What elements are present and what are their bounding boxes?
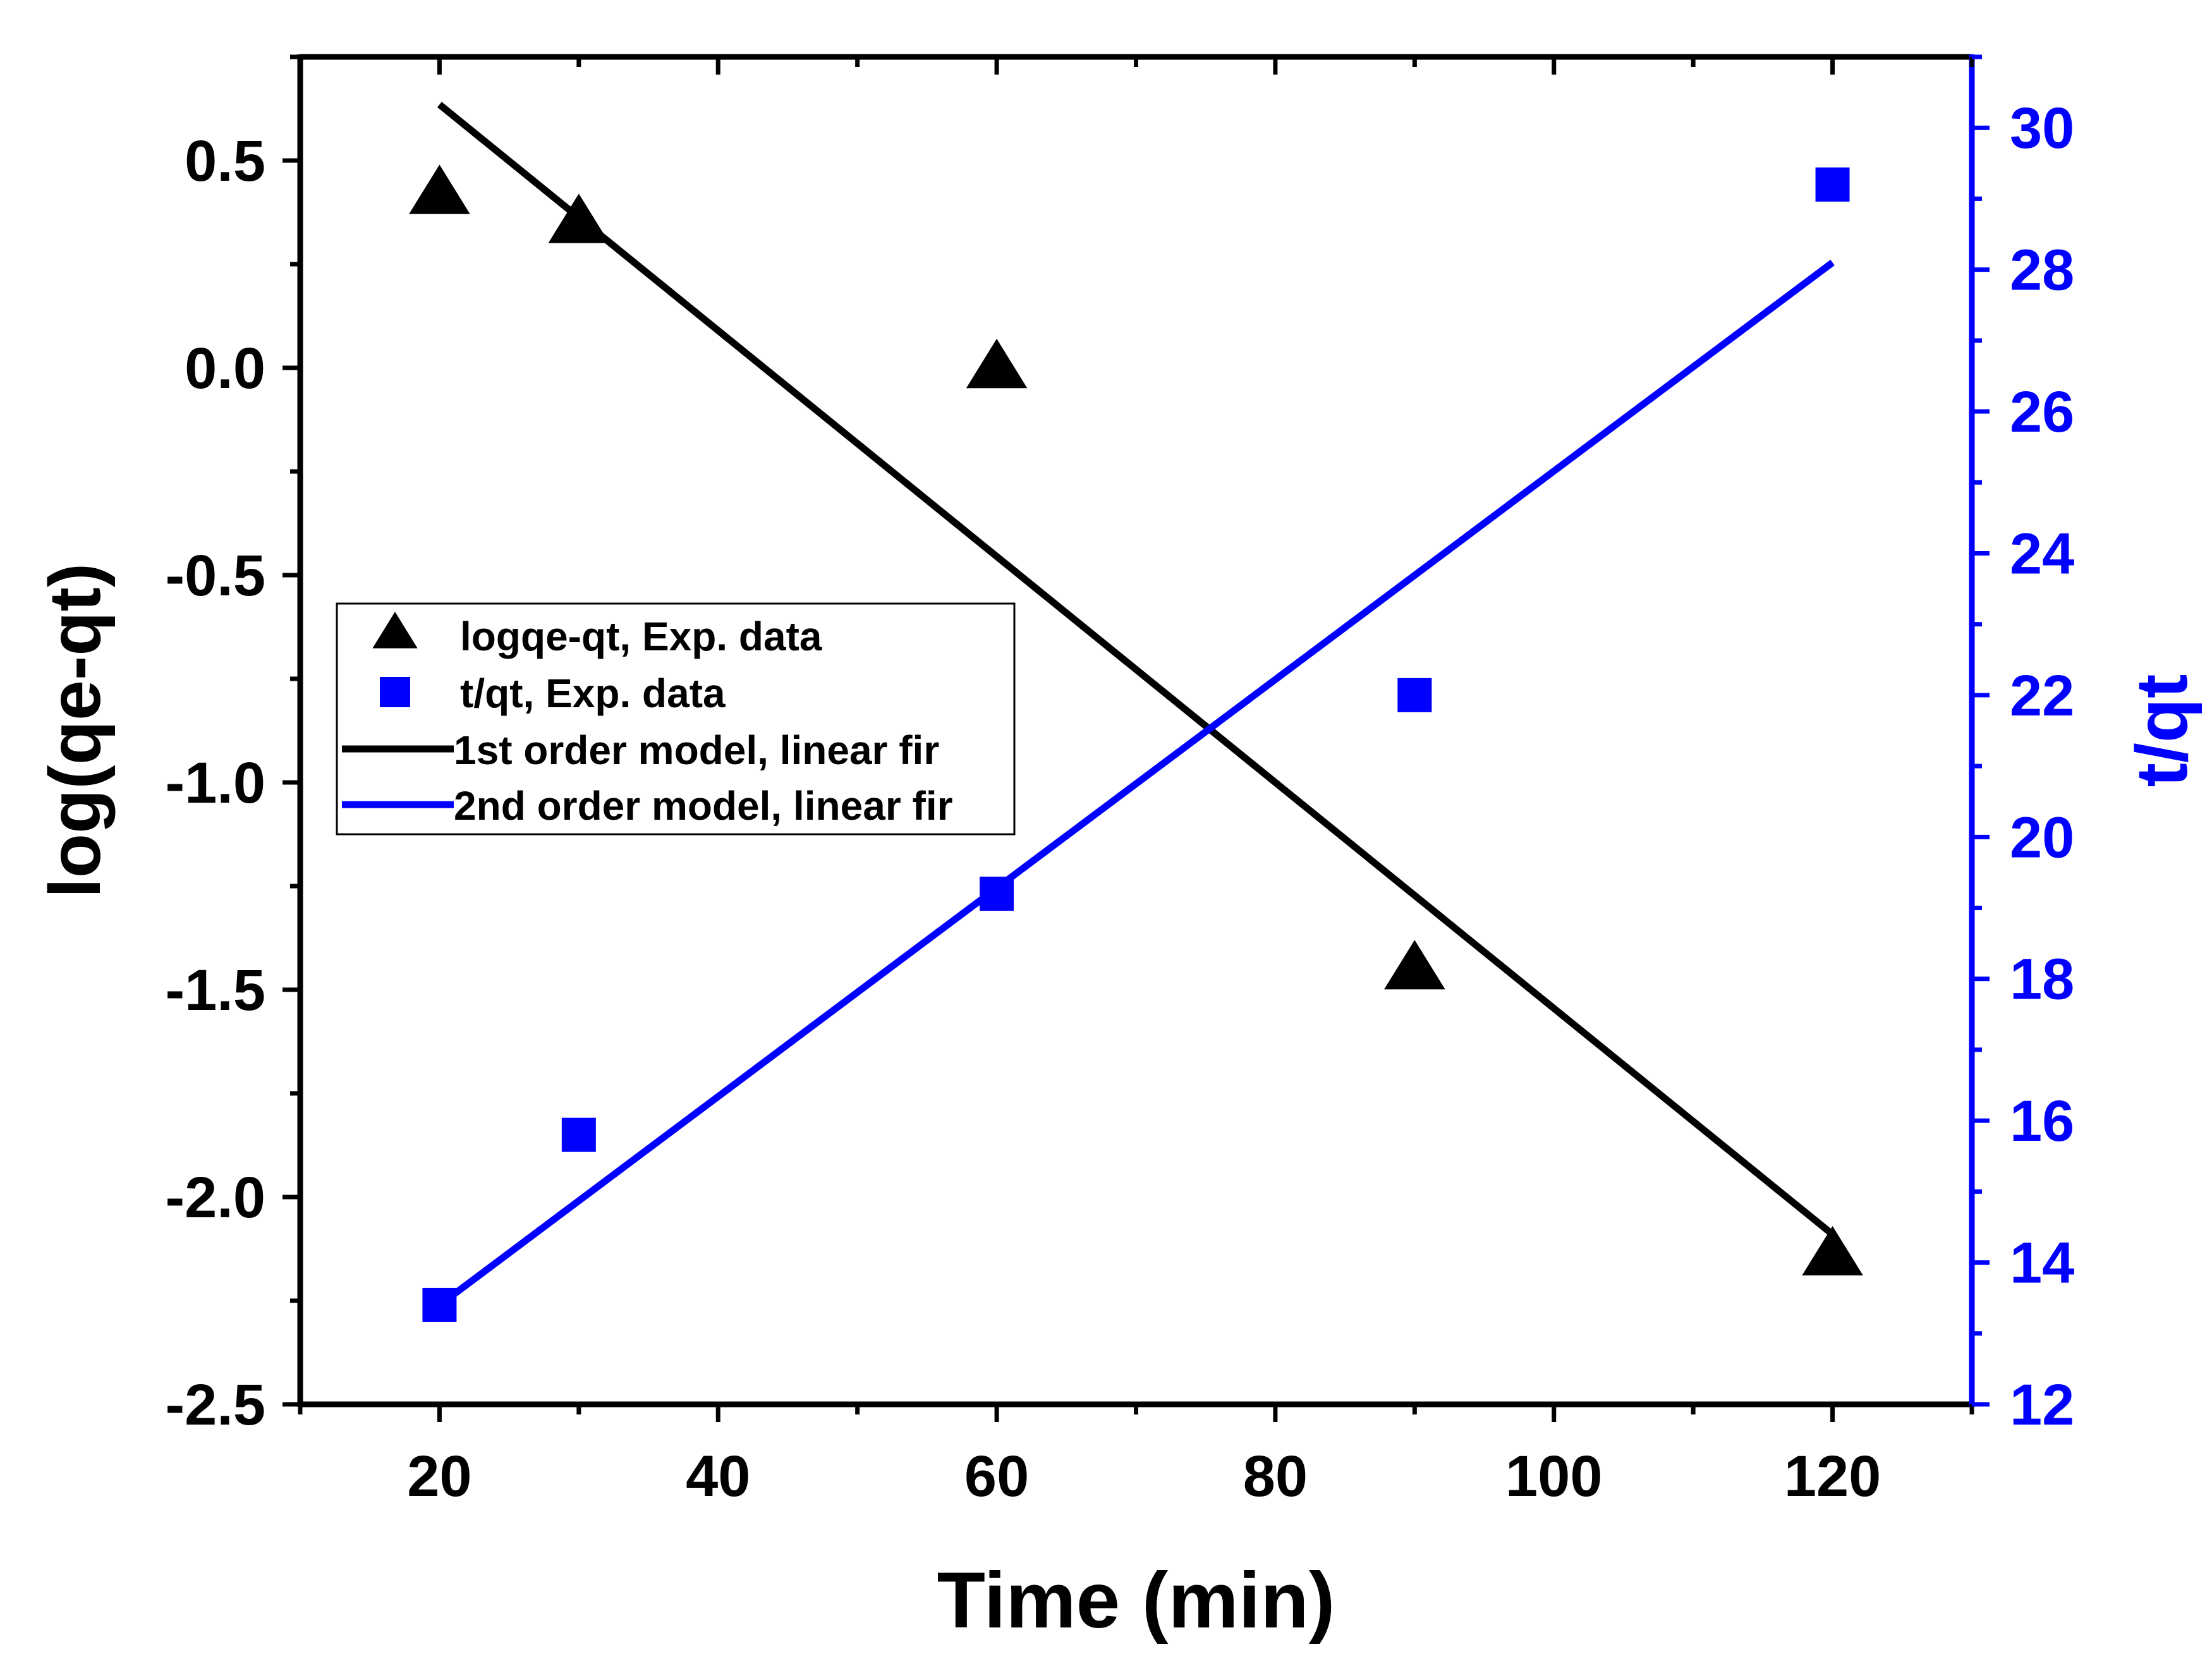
y-left-tick-label: 0.5	[185, 129, 265, 193]
legend-label: t/qt, Exp. data	[460, 671, 726, 716]
x-tick-label: 60	[964, 1444, 1029, 1509]
y-right-tick-label: 24	[2010, 521, 2074, 586]
x-tick-label: 120	[1784, 1444, 1881, 1509]
y-left-tick-label: 0.0	[185, 336, 265, 401]
y-right-tick-label: 20	[2010, 805, 2074, 870]
point-t-qt	[1397, 678, 1432, 712]
y-left-axis-title: log(qe-qt)	[35, 563, 116, 898]
y-right-tick-label: 28	[2010, 238, 2074, 303]
y-right-tick-label: 18	[2010, 947, 2074, 1012]
y-left-tick-label: -2.5	[165, 1373, 265, 1437]
legend-label: logqe-qt, Exp. data	[460, 614, 822, 659]
point-logqe-qt	[966, 339, 1028, 389]
y-right-tick-label: 30	[2010, 96, 2074, 161]
y-right-tick-label: 16	[2010, 1089, 2074, 1153]
point-t-qt	[561, 1117, 596, 1152]
y-left-tick-label: -1.0	[165, 751, 265, 815]
point-t-qt	[422, 1287, 457, 1322]
y-right-tick-label: 12	[2010, 1373, 2074, 1437]
point-logqe-qt	[409, 164, 470, 214]
point-t-qt	[1815, 167, 1850, 202]
y-right-tick-label: 14	[2010, 1231, 2074, 1296]
legend-box	[336, 602, 1016, 836]
point-logqe-qt	[548, 193, 610, 243]
y-right-tick-label: 26	[2010, 380, 2074, 444]
y-right-axis-title: t/qt	[2122, 674, 2203, 787]
y-right-tick-label: 22	[2010, 664, 2074, 728]
legend-square-marker	[380, 677, 410, 707]
point-logqe-qt	[1802, 1225, 1863, 1276]
y-left-tick-label: -1.5	[165, 958, 265, 1023]
x-axis-title: Time (min)	[937, 1557, 1335, 1645]
y-left-tick-label: -2.0	[165, 1165, 265, 1230]
fit-line-1st-order	[437, 102, 1835, 1237]
x-tick-label: 20	[407, 1444, 471, 1509]
point-t-qt	[980, 877, 1014, 911]
y-left-tick-label: -0.5	[165, 544, 265, 608]
legend-triangle-marker	[372, 612, 418, 648]
fit-line-2nd-order	[437, 260, 1835, 1308]
point-logqe-qt	[1384, 940, 1445, 990]
x-tick-label: 40	[686, 1444, 750, 1509]
x-tick-label: 100	[1505, 1444, 1603, 1509]
x-tick-label: 80	[1243, 1444, 1308, 1509]
legend-label: 1st order model, linear fir	[454, 727, 939, 773]
legend-label: 2nd order model, linear fir	[454, 783, 953, 829]
